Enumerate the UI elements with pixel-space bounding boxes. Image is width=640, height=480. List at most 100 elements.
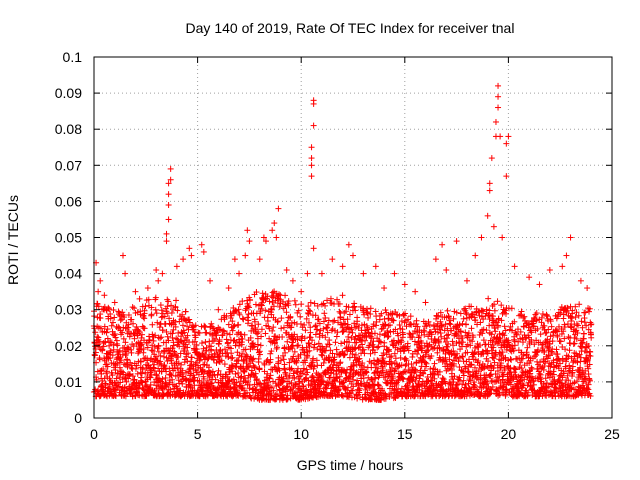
data-point [141,307,148,314]
data-point [208,347,215,354]
data-point [257,342,264,349]
data-point [182,308,189,315]
data-point [582,344,589,351]
data-point [100,365,107,372]
data-point [229,368,236,375]
data-point [155,348,162,355]
data-point [386,354,393,361]
data-point [107,310,114,317]
data-point [107,354,114,361]
data-point [112,334,119,341]
data-point [372,263,379,270]
data-point [132,288,139,295]
data-point [245,317,252,324]
data-point [172,304,179,311]
data-point [144,370,151,377]
data-point [120,369,127,376]
data-point [154,319,161,326]
data-point [213,332,220,339]
y-tick-label: 0.07 [55,157,82,173]
data-point [150,364,157,371]
y-tick-label: 0.06 [55,193,82,209]
chart-title: Day 140 of 2019, Rate Of TEC Index for r… [186,20,515,36]
data-point [292,301,299,308]
data-point [566,347,573,354]
data-point [229,354,236,361]
data-point [252,301,259,308]
data-point [218,357,225,364]
data-point [153,266,160,273]
data-point [161,313,168,320]
data-point [381,339,388,346]
data-point [221,316,228,323]
data-point [153,372,160,379]
data-point [97,277,104,284]
data-point [177,350,184,357]
data-point [240,316,247,323]
data-point [98,370,105,377]
data-point [502,327,509,334]
data-point [310,97,317,104]
data-point [164,333,171,340]
data-point [184,323,191,330]
data-point [151,343,158,350]
data-point [271,220,278,227]
data-point [236,390,243,397]
data-point [236,270,243,277]
data-point [238,339,245,346]
data-point [200,375,207,382]
data-point [234,349,241,356]
data-point [188,354,195,361]
data-point [112,393,119,400]
data-point [158,314,165,321]
data-point [495,93,502,100]
data-point [202,323,209,330]
data-point [111,299,118,306]
data-point [127,346,134,353]
data-point [397,354,404,361]
data-point [165,337,172,344]
data-point [462,321,469,328]
data-point [207,380,214,387]
data-point [97,315,104,322]
data-point [157,358,164,365]
y-tick-label: 0.04 [55,266,82,282]
data-point [199,368,206,375]
data-point [115,323,122,330]
data-point [174,336,181,343]
data-point [117,317,124,324]
data-point [345,333,352,340]
data-point [536,281,543,288]
data-point [236,342,243,349]
data-point [208,320,215,327]
data-point [129,373,136,380]
data-point [172,323,179,330]
data-point [460,315,467,322]
data-point [147,381,154,388]
data-point [217,347,224,354]
data-point [165,202,172,209]
data-point [223,392,230,399]
data-point [190,378,197,385]
data-point [178,361,185,368]
data-point [122,270,129,277]
data-point [226,331,233,338]
data-point [580,330,587,337]
data-point [501,323,508,330]
data-point [485,295,492,302]
data-point [158,334,165,341]
data-point [484,212,491,219]
data-point [289,277,296,284]
data-point [360,270,367,277]
data-point [176,343,183,350]
data-point [173,263,180,270]
data-point [244,227,251,234]
data-point [114,342,121,349]
x-tick-label: 25 [604,426,620,442]
data-point [104,335,111,342]
data-point [235,306,242,313]
data-point [223,330,230,337]
data-point [95,387,102,394]
data-point [157,335,164,342]
data-point [164,358,171,365]
